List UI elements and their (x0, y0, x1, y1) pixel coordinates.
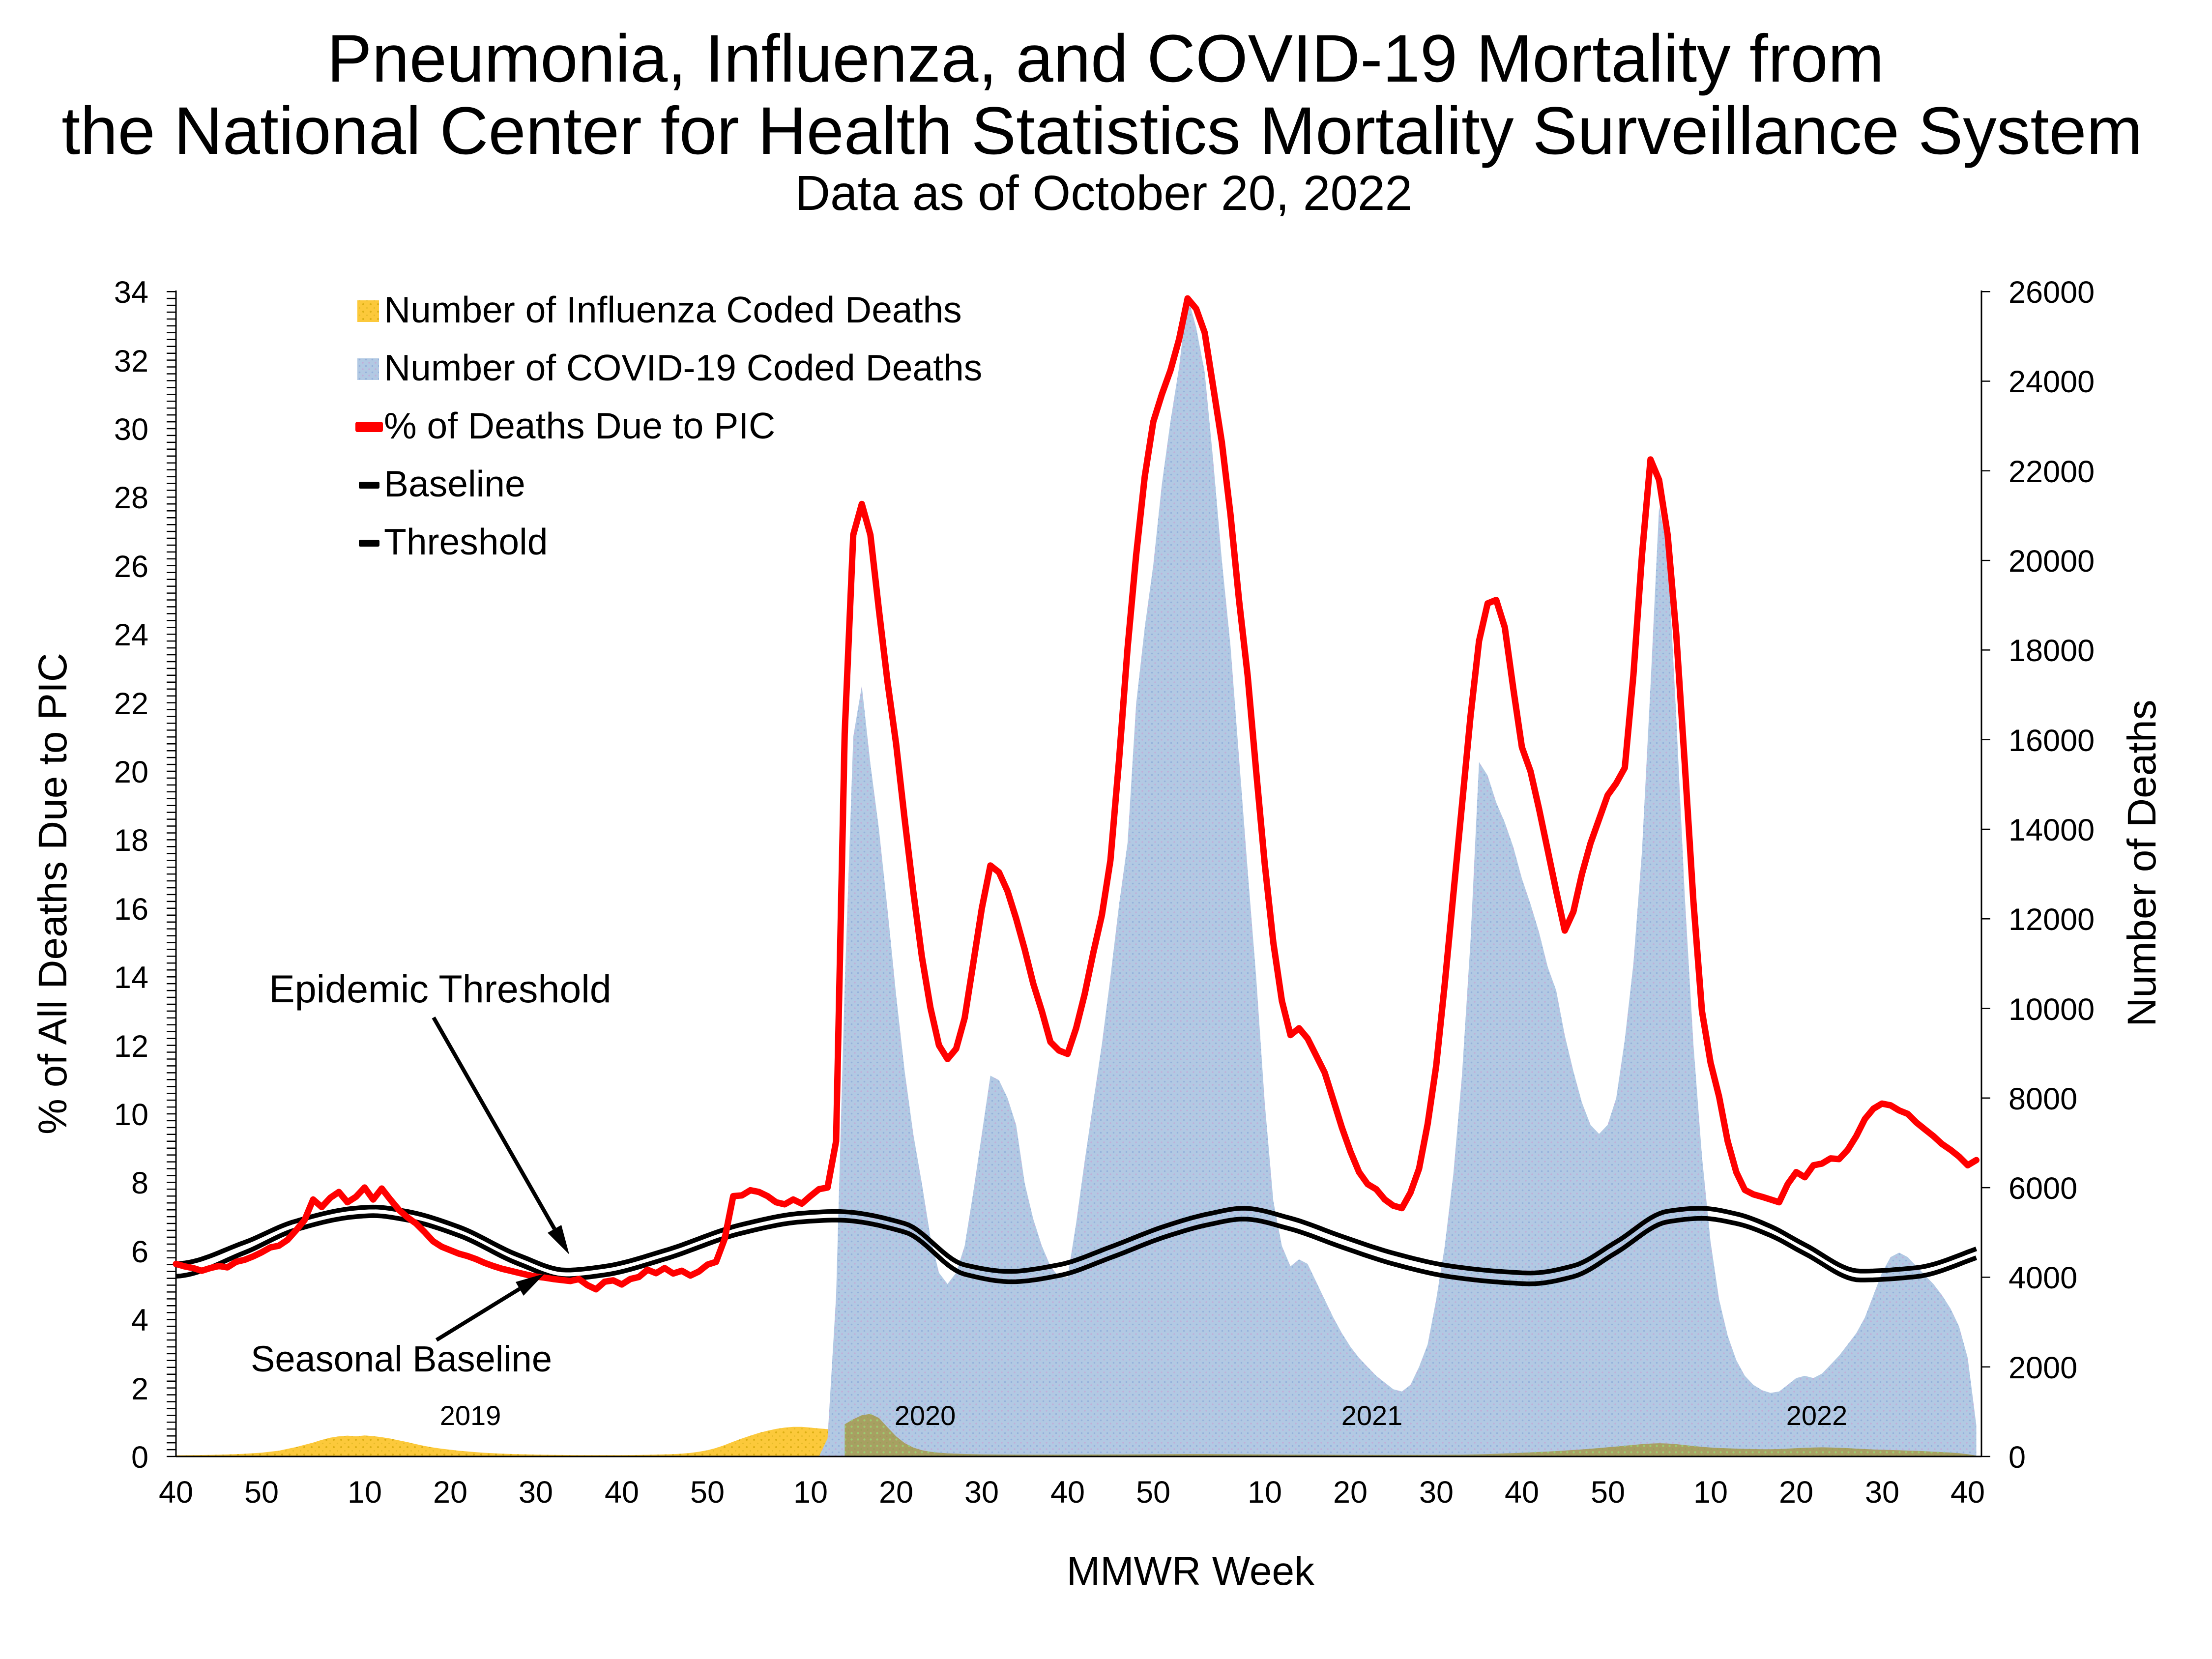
svg-text:24000: 24000 (2008, 365, 2095, 399)
svg-text:6: 6 (131, 1235, 148, 1269)
svg-text:Seasonal Baseline: Seasonal Baseline (251, 1339, 552, 1379)
svg-text:2021: 2021 (1341, 1400, 1403, 1431)
svg-text:10: 10 (793, 1475, 828, 1510)
svg-text:10: 10 (114, 1098, 148, 1132)
svg-text:8: 8 (131, 1166, 148, 1200)
svg-text:22: 22 (114, 687, 148, 721)
svg-text:MMWR Week: MMWR Week (1067, 1549, 1315, 1594)
svg-text:12000: 12000 (2008, 902, 2095, 937)
svg-text:32: 32 (114, 344, 148, 378)
svg-text:20: 20 (879, 1475, 913, 1510)
svg-text:6000: 6000 (2008, 1171, 2077, 1206)
svg-text:Threshold: Threshold (384, 521, 548, 562)
svg-text:40: 40 (605, 1475, 639, 1510)
svg-text:Baseline: Baseline (384, 463, 525, 504)
svg-text:12: 12 (114, 1029, 148, 1064)
svg-text:14000: 14000 (2008, 813, 2095, 847)
svg-text:the National Center for Health: the National Center for Health Statistic… (61, 93, 2143, 169)
svg-text:% of Deaths Due to PIC: % of Deaths Due to PIC (384, 405, 775, 446)
svg-text:Epidemic Threshold: Epidemic Threshold (269, 967, 611, 1011)
svg-text:20: 20 (114, 755, 148, 789)
svg-text:14: 14 (114, 960, 148, 995)
svg-text:30: 30 (1419, 1475, 1454, 1510)
svg-text:50: 50 (244, 1475, 279, 1510)
svg-text:20: 20 (1333, 1475, 1368, 1510)
svg-text:20000: 20000 (2008, 544, 2095, 579)
svg-text:30: 30 (1865, 1475, 1899, 1510)
svg-text:30: 30 (964, 1475, 999, 1510)
svg-text:10: 10 (348, 1475, 382, 1510)
svg-text:10: 10 (1693, 1475, 1728, 1510)
svg-text:40: 40 (1050, 1475, 1085, 1510)
svg-text:Number of COVID-19 Coded Death: Number of COVID-19 Coded Deaths (384, 347, 982, 388)
svg-text:24: 24 (114, 618, 148, 652)
svg-text:4: 4 (131, 1303, 148, 1338)
svg-text:4000: 4000 (2008, 1261, 2077, 1295)
svg-text:40: 40 (159, 1475, 193, 1510)
svg-text:18: 18 (114, 823, 148, 858)
svg-text:2: 2 (131, 1372, 148, 1406)
svg-text:50: 50 (1136, 1475, 1170, 1510)
svg-text:26: 26 (114, 550, 148, 584)
svg-text:30: 30 (519, 1475, 553, 1510)
svg-text:18000: 18000 (2008, 634, 2095, 668)
svg-text:0: 0 (2008, 1440, 2026, 1475)
svg-text:50: 50 (1591, 1475, 1625, 1510)
svg-text:28: 28 (114, 481, 148, 515)
svg-text:16000: 16000 (2008, 724, 2095, 758)
svg-text:2020: 2020 (895, 1400, 956, 1431)
svg-text:50: 50 (690, 1475, 725, 1510)
svg-text:2019: 2019 (440, 1400, 501, 1431)
svg-text:22000: 22000 (2008, 455, 2095, 489)
svg-text:Number of Influenza Coded Deat: Number of Influenza Coded Deaths (384, 289, 962, 330)
svg-text:30: 30 (114, 412, 148, 447)
svg-text:10: 10 (1248, 1475, 1282, 1510)
svg-text:34: 34 (114, 275, 148, 310)
svg-text:2022: 2022 (1786, 1400, 1848, 1431)
svg-text:26000: 26000 (2008, 275, 2095, 310)
svg-text:8000: 8000 (2008, 1082, 2077, 1116)
svg-text:Number of Deaths: Number of Deaths (2120, 699, 2164, 1026)
svg-text:2000: 2000 (2008, 1351, 2077, 1385)
svg-text:Data as of October 20, 2022: Data as of October 20, 2022 (795, 166, 1412, 221)
svg-text:40: 40 (1950, 1475, 1985, 1510)
svg-text:20: 20 (433, 1475, 467, 1510)
svg-text:10000: 10000 (2008, 992, 2095, 1027)
svg-text:16: 16 (114, 892, 148, 927)
svg-text:20: 20 (1779, 1475, 1813, 1510)
svg-text:40: 40 (1505, 1475, 1539, 1510)
svg-text:% of All Deaths Due to PIC: % of All Deaths Due to PIC (30, 653, 75, 1135)
svg-text:Pneumonia, Influenza, and COVI: Pneumonia, Influenza, and COVID-19 Morta… (327, 21, 1884, 96)
svg-text:0: 0 (131, 1440, 148, 1475)
